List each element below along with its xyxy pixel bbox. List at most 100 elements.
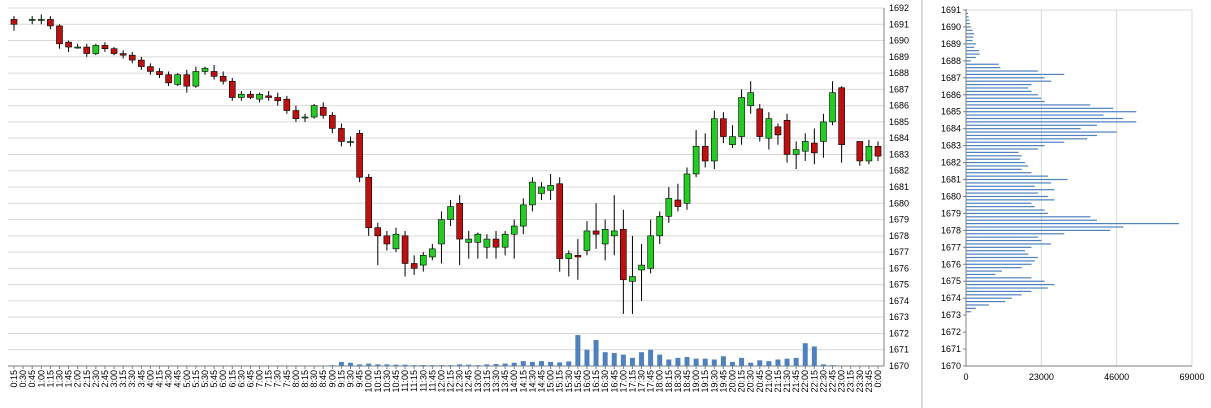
candle-body [856,141,864,162]
volume-bar [475,365,481,366]
time-tick-label: 0:45 [27,370,37,388]
profile-price-tick-label: 1687 [941,73,961,83]
volume-bar [357,364,363,366]
profile-price-tick-label: 1685 [941,107,961,117]
price-tick-label: 1682 [889,166,909,176]
volume-bar [338,361,344,366]
candle-body [638,264,645,271]
candle-body [447,206,454,220]
candle-body [156,71,163,76]
candle [856,141,864,166]
candle-body [792,149,800,155]
candle-body [692,146,700,175]
profile-bar [966,165,1029,167]
profile-bar [966,148,1039,150]
candle-body [147,66,154,72]
time-tick-label: 21:00 [764,370,774,393]
time-tick-label: 6:45 [245,370,255,388]
candle-body [874,146,882,157]
profile-bar [966,182,1052,184]
volume-bar [793,357,799,366]
candle [783,113,791,163]
time-tick-label: 20:30 [746,370,756,393]
candles [10,14,882,314]
candle [228,77,236,101]
volume-bar [784,358,790,366]
time-tick-label: 6:00 [218,370,228,388]
time-tick-label: 9:30 [346,370,356,388]
time-tick-label: 8:45 [318,370,328,388]
time-tick-label: 4:45 [173,370,183,388]
profile-bar [966,270,1003,272]
profile-bar [966,284,1055,286]
price-tick-label: 1680 [889,198,909,208]
candle-body [838,87,845,145]
volume-bar [720,356,726,366]
candle [301,113,309,122]
candle [710,110,718,170]
candle-body [356,133,363,178]
candle-body [265,95,272,98]
candle-body [74,46,81,49]
candle [365,173,372,236]
profile-bar [966,111,1137,113]
candle-body [238,93,245,98]
time-tick-label: 1:15 [45,370,55,388]
profile-price-tick-label: 1690 [941,22,961,32]
profile-price-tick-label: 1688 [941,56,961,66]
time-tick-label: 20:00 [727,370,737,393]
time-tick-label: 18:45 [682,370,692,393]
candle-body [183,74,191,87]
profile-bar [966,189,1055,191]
profile-bar [966,104,1091,106]
candle-body [701,146,709,162]
candle [811,128,818,165]
candle-body [456,202,463,240]
volume-bar [711,359,717,366]
time-tick-label: 2:00 [73,370,83,388]
volume-bar [566,361,572,366]
time-tick-label: 18:30 [673,370,683,393]
candle-body [483,238,491,248]
profile-bar [966,300,1006,303]
candle-body [429,248,436,258]
candle-body [629,276,636,282]
candle [47,16,54,30]
time-tick-label: 11:45 [427,370,437,392]
profile-bar [966,39,973,42]
candle-body [865,146,873,162]
candle [401,230,409,277]
profile-bar [966,246,1032,248]
time-tick-label: 18:00 [655,370,665,393]
candle [638,243,645,301]
time-tick-label: 6:15 [227,370,237,388]
candle [310,104,318,119]
candle [410,255,418,275]
profile-bar [966,145,1045,147]
price-tick-label: 1685 [889,117,909,127]
price-axis-labels: 1670 1671 1672 1673 1674 1675 1676 1677 1678 1679… [889,3,909,371]
candle-body [138,59,145,67]
candle [756,104,764,142]
time-tick-label: 17:15 [627,370,637,393]
time-tick-label: 17:30 [637,370,647,393]
price-tick-label: 1674 [889,296,909,306]
candle-body [720,118,727,137]
candle-body [47,19,54,27]
time-tick-label: 21:45 [791,370,801,393]
candle-body [801,141,809,152]
profile-bar [966,290,1032,293]
candle [383,230,391,251]
profile-price-tick-label: 1676 [941,259,961,269]
profile-bar [966,273,996,276]
candle [765,112,773,150]
candle-body [610,230,618,237]
volume-bar [820,364,826,366]
time-tick-label: 18:15 [664,370,674,393]
time-tick-label: 7:15 [264,370,274,388]
time-tick-label: 4:00 [145,370,155,388]
time-tick-label: 7:30 [273,370,283,388]
time-tick-label: 14:45 [536,370,546,393]
candle-body [65,41,72,48]
time-tick-label: 4:30 [164,370,174,388]
